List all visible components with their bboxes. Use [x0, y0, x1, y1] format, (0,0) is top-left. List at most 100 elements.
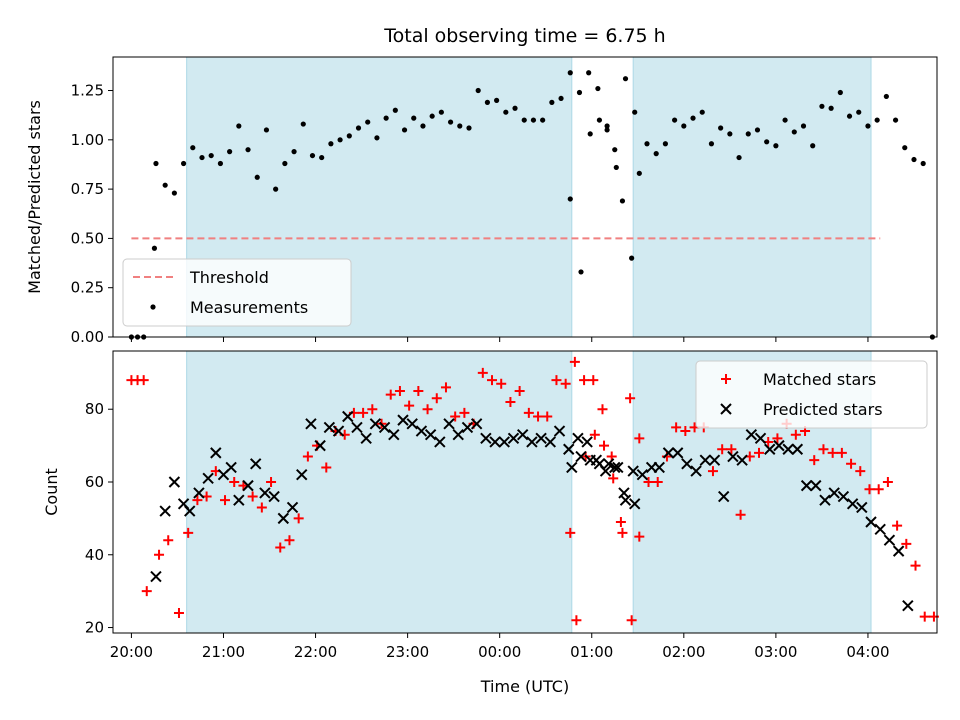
data-point — [358, 407, 369, 418]
data-point — [736, 454, 748, 466]
data-point — [266, 476, 277, 487]
data-point — [438, 109, 444, 115]
plot-frame — [112, 56, 938, 338]
data-point — [827, 447, 838, 458]
data-point — [911, 156, 917, 163]
data-point — [764, 443, 776, 455]
data-point — [634, 433, 645, 444]
data-point — [542, 411, 553, 422]
x-tick-label: 03:00 — [754, 643, 797, 661]
data-point — [754, 432, 767, 445]
legend-box — [122, 258, 352, 327]
data-point — [707, 466, 718, 477]
data-point — [596, 117, 603, 123]
data-point — [575, 450, 587, 463]
data-point — [151, 245, 158, 251]
data-point — [608, 473, 619, 484]
data-point — [153, 160, 159, 167]
data-point — [540, 117, 546, 123]
data-point — [791, 129, 797, 135]
data-point — [184, 505, 196, 517]
data-point — [856, 501, 868, 514]
data-point — [629, 498, 641, 510]
data-point — [549, 99, 555, 105]
data-point — [856, 109, 862, 115]
data-point — [192, 495, 203, 506]
data-point — [902, 600, 914, 612]
data-point — [718, 490, 730, 503]
data-point — [385, 389, 396, 400]
data-point — [754, 447, 765, 458]
data-point — [305, 418, 317, 430]
data-point — [553, 425, 566, 437]
data-point — [873, 484, 884, 495]
data-point — [571, 615, 582, 626]
legend-measurements-swatch — [150, 304, 156, 310]
data-point — [627, 465, 639, 477]
data-point — [791, 443, 804, 455]
y-axis-label-count: Count — [42, 468, 61, 516]
data-point — [565, 527, 576, 538]
data-point — [772, 433, 783, 444]
data-point — [420, 123, 426, 129]
data-point — [883, 534, 896, 546]
data-point — [708, 141, 715, 147]
data-point — [367, 404, 378, 415]
data-point — [162, 182, 168, 188]
data-point — [351, 421, 363, 434]
y-axis-label-ratio: Matched/Predicted stars — [25, 100, 44, 294]
data-point — [699, 109, 705, 115]
data-point — [383, 115, 389, 121]
data-point — [892, 117, 899, 123]
y-tick-label: 0.25 — [71, 279, 104, 297]
data-point — [681, 458, 693, 470]
x-tick-label: 21:00 — [202, 643, 245, 661]
data-point — [836, 447, 847, 458]
data-point — [477, 367, 488, 378]
data-point — [236, 123, 242, 129]
data-point — [671, 422, 682, 433]
y-tick-label: 1.25 — [71, 82, 104, 100]
data-point — [507, 432, 520, 445]
x-tick-label: 23:00 — [386, 643, 429, 661]
data-point — [300, 121, 306, 127]
data-point — [150, 570, 162, 583]
data-point — [672, 117, 678, 123]
data-point — [229, 476, 240, 487]
data-point — [846, 113, 853, 119]
data-point — [319, 154, 325, 161]
data-point — [429, 113, 435, 119]
data-point — [503, 109, 509, 115]
data-point — [447, 119, 454, 125]
data-point — [671, 447, 684, 459]
data-point — [459, 407, 470, 418]
data-point — [233, 494, 245, 506]
data-point — [323, 421, 336, 434]
data-point — [521, 117, 527, 123]
data-point — [602, 458, 615, 470]
data-point — [773, 143, 779, 149]
data-point — [514, 386, 525, 397]
data-point — [717, 444, 728, 455]
data-point — [745, 131, 751, 137]
data-point — [819, 494, 831, 506]
data-point — [505, 396, 516, 407]
data-point — [883, 93, 889, 100]
y-tick-label: 0.00 — [71, 328, 104, 346]
data-point — [171, 190, 177, 196]
data-point — [530, 117, 537, 123]
data-point — [328, 141, 334, 147]
legend-count: Matched stars Predicted stars — [695, 360, 928, 429]
data-point — [394, 386, 405, 397]
data-point — [615, 517, 626, 528]
data-point — [183, 527, 194, 538]
data-point — [480, 432, 492, 445]
data-point — [401, 127, 408, 133]
data-point — [254, 174, 260, 180]
ratio-panel: 0.00 0.25 0.50 0.75 1.00 1.25 Threshold Measure… — [71, 56, 938, 346]
y-tick-label: 1.00 — [71, 131, 104, 149]
data-point — [586, 70, 592, 76]
data-point — [516, 428, 529, 441]
data-point — [461, 421, 474, 434]
data-point — [790, 429, 801, 440]
